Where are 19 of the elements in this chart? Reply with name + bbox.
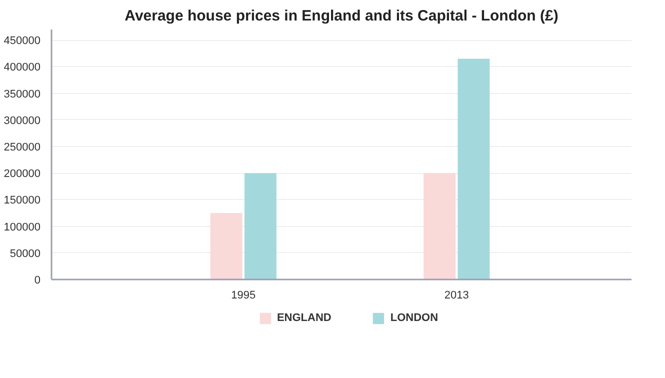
legend-label: ENGLAND: [276, 312, 332, 324]
bar: [458, 58, 490, 280]
legend-label: LONDON: [390, 312, 438, 324]
chart-title: Average house prices in England and its Capital - London (£): [124, 8, 558, 24]
y-tick-label: 250000: [4, 142, 41, 154]
y-tick-label: 400000: [4, 62, 41, 74]
bar: [244, 173, 276, 280]
y-tick-label: 300000: [4, 114, 41, 127]
x-tick-label: 1995: [231, 290, 256, 302]
y-tick-label: 100000: [4, 221, 41, 234]
x-tick-label: 2013: [444, 290, 469, 302]
y-tick-label: 200000: [4, 168, 41, 180]
bar: [424, 173, 456, 280]
y-tick-label: 450000: [4, 35, 41, 48]
bar: [210, 213, 242, 280]
y-tick-label: 150000: [4, 194, 41, 207]
y-tick-label: 350000: [4, 88, 41, 100]
y-tick-label: 50000: [10, 248, 41, 260]
y-tick-label: 0: [34, 274, 41, 286]
